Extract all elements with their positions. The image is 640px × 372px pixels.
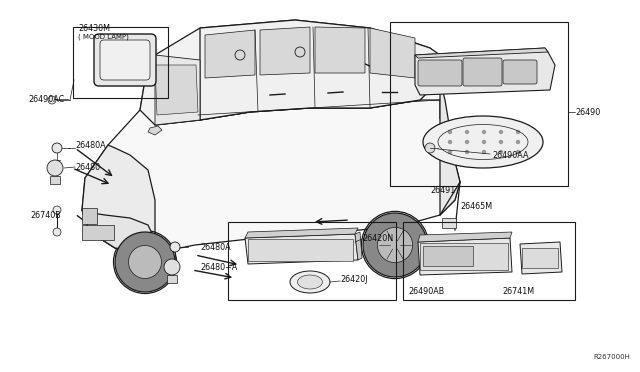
Text: 26490: 26490 bbox=[575, 108, 600, 116]
Polygon shape bbox=[520, 242, 562, 274]
FancyBboxPatch shape bbox=[100, 40, 150, 80]
Circle shape bbox=[449, 141, 451, 144]
Bar bbox=[403, 222, 575, 300]
Circle shape bbox=[465, 151, 468, 154]
Circle shape bbox=[483, 151, 486, 154]
Bar bbox=[442, 218, 456, 228]
Circle shape bbox=[47, 160, 63, 176]
Ellipse shape bbox=[290, 271, 330, 293]
Circle shape bbox=[465, 141, 468, 144]
Polygon shape bbox=[82, 80, 460, 252]
Circle shape bbox=[425, 143, 435, 153]
Circle shape bbox=[499, 151, 502, 154]
FancyBboxPatch shape bbox=[418, 60, 462, 86]
Circle shape bbox=[499, 141, 502, 144]
Polygon shape bbox=[415, 48, 555, 95]
Polygon shape bbox=[155, 55, 200, 125]
Text: 26490AA: 26490AA bbox=[492, 151, 529, 160]
Circle shape bbox=[483, 131, 486, 134]
Circle shape bbox=[516, 151, 520, 154]
Circle shape bbox=[449, 131, 451, 134]
Circle shape bbox=[53, 206, 61, 214]
Bar bbox=[248, 239, 353, 261]
Text: 26420J: 26420J bbox=[340, 276, 367, 285]
Text: 26490AC: 26490AC bbox=[28, 94, 64, 103]
Circle shape bbox=[52, 143, 62, 153]
Polygon shape bbox=[155, 65, 198, 115]
Text: 26480+A: 26480+A bbox=[200, 263, 237, 272]
Text: 26490AB: 26490AB bbox=[408, 288, 444, 296]
Text: 26740B: 26740B bbox=[30, 211, 61, 219]
Circle shape bbox=[516, 131, 520, 134]
FancyBboxPatch shape bbox=[463, 58, 502, 86]
Polygon shape bbox=[440, 55, 460, 215]
Circle shape bbox=[378, 227, 413, 263]
Bar bbox=[82, 225, 114, 240]
Circle shape bbox=[483, 141, 486, 144]
Polygon shape bbox=[82, 145, 155, 252]
Bar bbox=[228, 222, 396, 300]
Text: 26430M: 26430M bbox=[78, 24, 110, 33]
Polygon shape bbox=[148, 126, 162, 135]
Polygon shape bbox=[245, 228, 358, 238]
Circle shape bbox=[164, 259, 180, 275]
Bar bbox=[522, 248, 558, 268]
Text: R267000H: R267000H bbox=[593, 354, 630, 360]
Ellipse shape bbox=[423, 116, 543, 168]
Text: 26480A: 26480A bbox=[200, 243, 230, 251]
Polygon shape bbox=[260, 27, 310, 75]
Polygon shape bbox=[418, 232, 512, 242]
Text: 26480A: 26480A bbox=[75, 141, 106, 150]
Ellipse shape bbox=[298, 275, 323, 289]
Polygon shape bbox=[355, 232, 362, 260]
Polygon shape bbox=[245, 234, 358, 264]
Polygon shape bbox=[415, 48, 548, 58]
Text: 26741M: 26741M bbox=[502, 288, 534, 296]
Circle shape bbox=[465, 131, 468, 134]
Polygon shape bbox=[205, 30, 255, 78]
Circle shape bbox=[516, 141, 520, 144]
Text: 26491: 26491 bbox=[430, 186, 455, 195]
Polygon shape bbox=[140, 20, 450, 125]
Polygon shape bbox=[363, 213, 427, 277]
Text: 26480: 26480 bbox=[75, 163, 100, 171]
Bar bbox=[420, 243, 508, 270]
Bar bbox=[73, 27, 168, 98]
Circle shape bbox=[449, 151, 451, 154]
Circle shape bbox=[499, 131, 502, 134]
Polygon shape bbox=[315, 27, 365, 73]
Polygon shape bbox=[200, 20, 440, 120]
Polygon shape bbox=[418, 238, 512, 275]
Polygon shape bbox=[115, 232, 175, 292]
Circle shape bbox=[170, 242, 180, 252]
Circle shape bbox=[129, 246, 161, 279]
Bar bbox=[423, 246, 473, 266]
Text: 26420N: 26420N bbox=[362, 234, 393, 243]
Polygon shape bbox=[82, 210, 155, 252]
Polygon shape bbox=[370, 28, 415, 78]
Text: 26465M: 26465M bbox=[460, 202, 492, 211]
Circle shape bbox=[48, 96, 56, 104]
Text: ( MOOD LAMP): ( MOOD LAMP) bbox=[78, 33, 129, 39]
FancyBboxPatch shape bbox=[503, 60, 537, 84]
Bar bbox=[167, 275, 177, 283]
Bar bbox=[50, 176, 60, 184]
Bar bbox=[390, 22, 568, 186]
FancyBboxPatch shape bbox=[94, 34, 156, 86]
Bar bbox=[82, 208, 97, 224]
Circle shape bbox=[53, 228, 61, 236]
